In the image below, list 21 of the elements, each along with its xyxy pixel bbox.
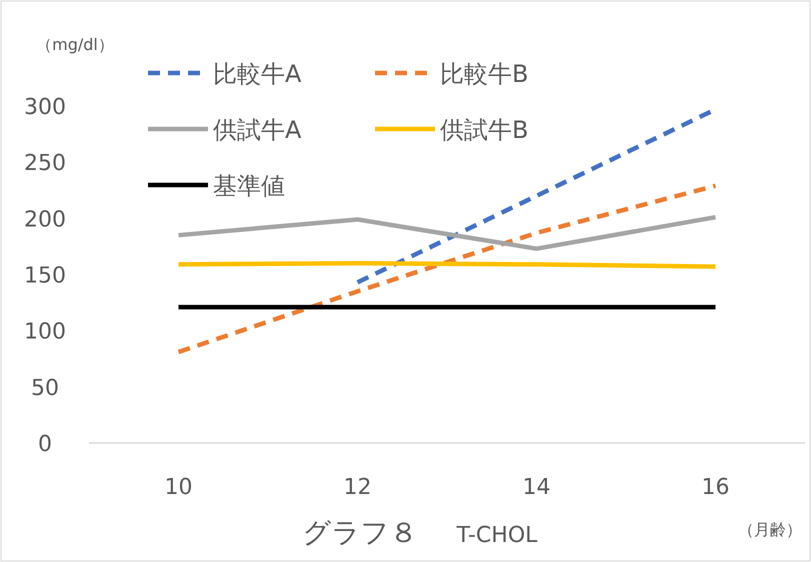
text: グラフ８ (302, 516, 418, 549)
legend-label: 供試牛B (440, 116, 528, 144)
y-tick-label: 0 (38, 432, 52, 457)
x-tick-label: 10 (164, 475, 192, 500)
y-tick-label: 250 (24, 151, 66, 176)
y-axis-title: （mg/dl） (36, 35, 114, 54)
x-tick-label: 16 (702, 475, 730, 500)
y-tick-label: 50 (31, 376, 59, 401)
legend-label: 比較牛A (213, 60, 302, 88)
y-tick-label: 300 (24, 95, 66, 120)
x-tick-label: 14 (522, 475, 550, 500)
x-tick-label: 12 (344, 475, 372, 500)
text: T-CHOL (456, 523, 538, 548)
x-axis-title: （月齢） (738, 520, 802, 539)
y-tick-label: 200 (24, 207, 66, 232)
legend-label: 基準値 (213, 172, 285, 200)
legend-label: 比較牛B (440, 60, 528, 88)
legend-label: 供試牛A (213, 116, 302, 144)
y-tick-label: 150 (24, 264, 66, 288)
line-series (176, 214, 718, 251)
y-tick-label: 100 (24, 320, 66, 345)
